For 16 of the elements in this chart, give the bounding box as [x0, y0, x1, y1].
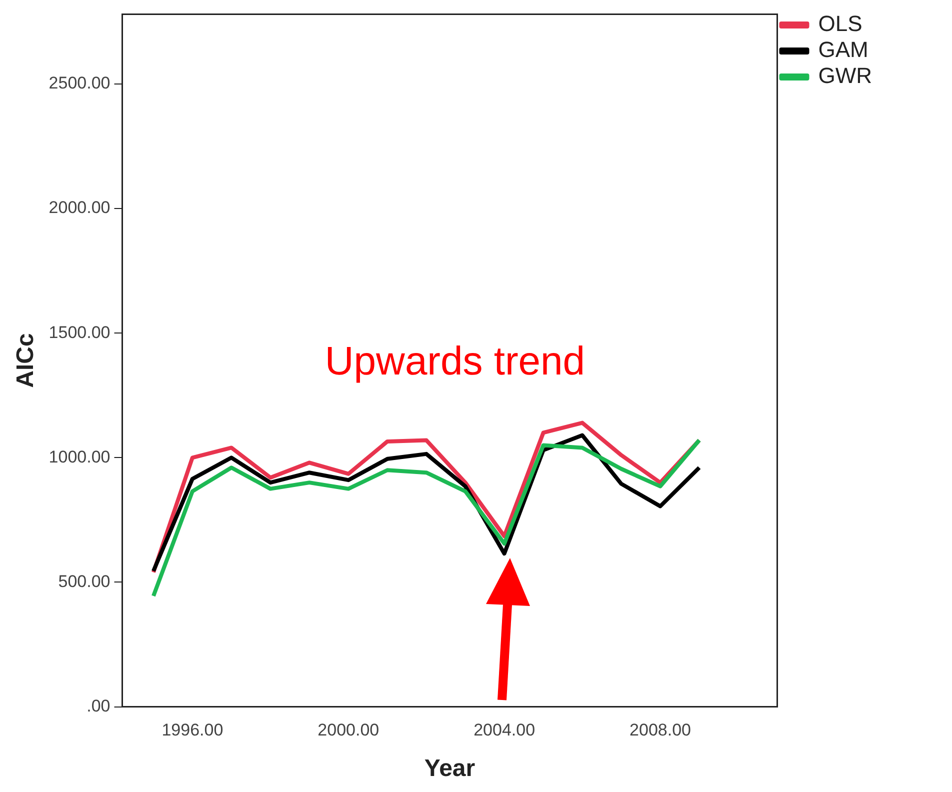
y-tick-label: 2000.00 [48, 198, 110, 218]
x-tick-label: 2008.00 [630, 720, 691, 740]
x-tick-label: 1996.00 [162, 720, 224, 740]
x-tick-label: 2000.00 [318, 720, 380, 740]
y-tick-label: 1500.00 [48, 322, 110, 342]
y-tick-label: 500.00 [58, 572, 110, 591]
legend-label: OLS [818, 11, 862, 36]
y-tick-label: 2500.00 [48, 74, 110, 93]
y-tick-label: 1000.00 [48, 447, 110, 466]
y-tick-label: .00 [86, 696, 110, 716]
legend-label: GWR [818, 63, 872, 88]
y-axis-title: AICc [12, 333, 40, 388]
x-tick-label: 2004.00 [474, 720, 536, 740]
annotation: Upwards trend [324, 340, 586, 384]
x-axis-title: Year [424, 755, 476, 782]
legend-label: GAM [818, 37, 868, 62]
